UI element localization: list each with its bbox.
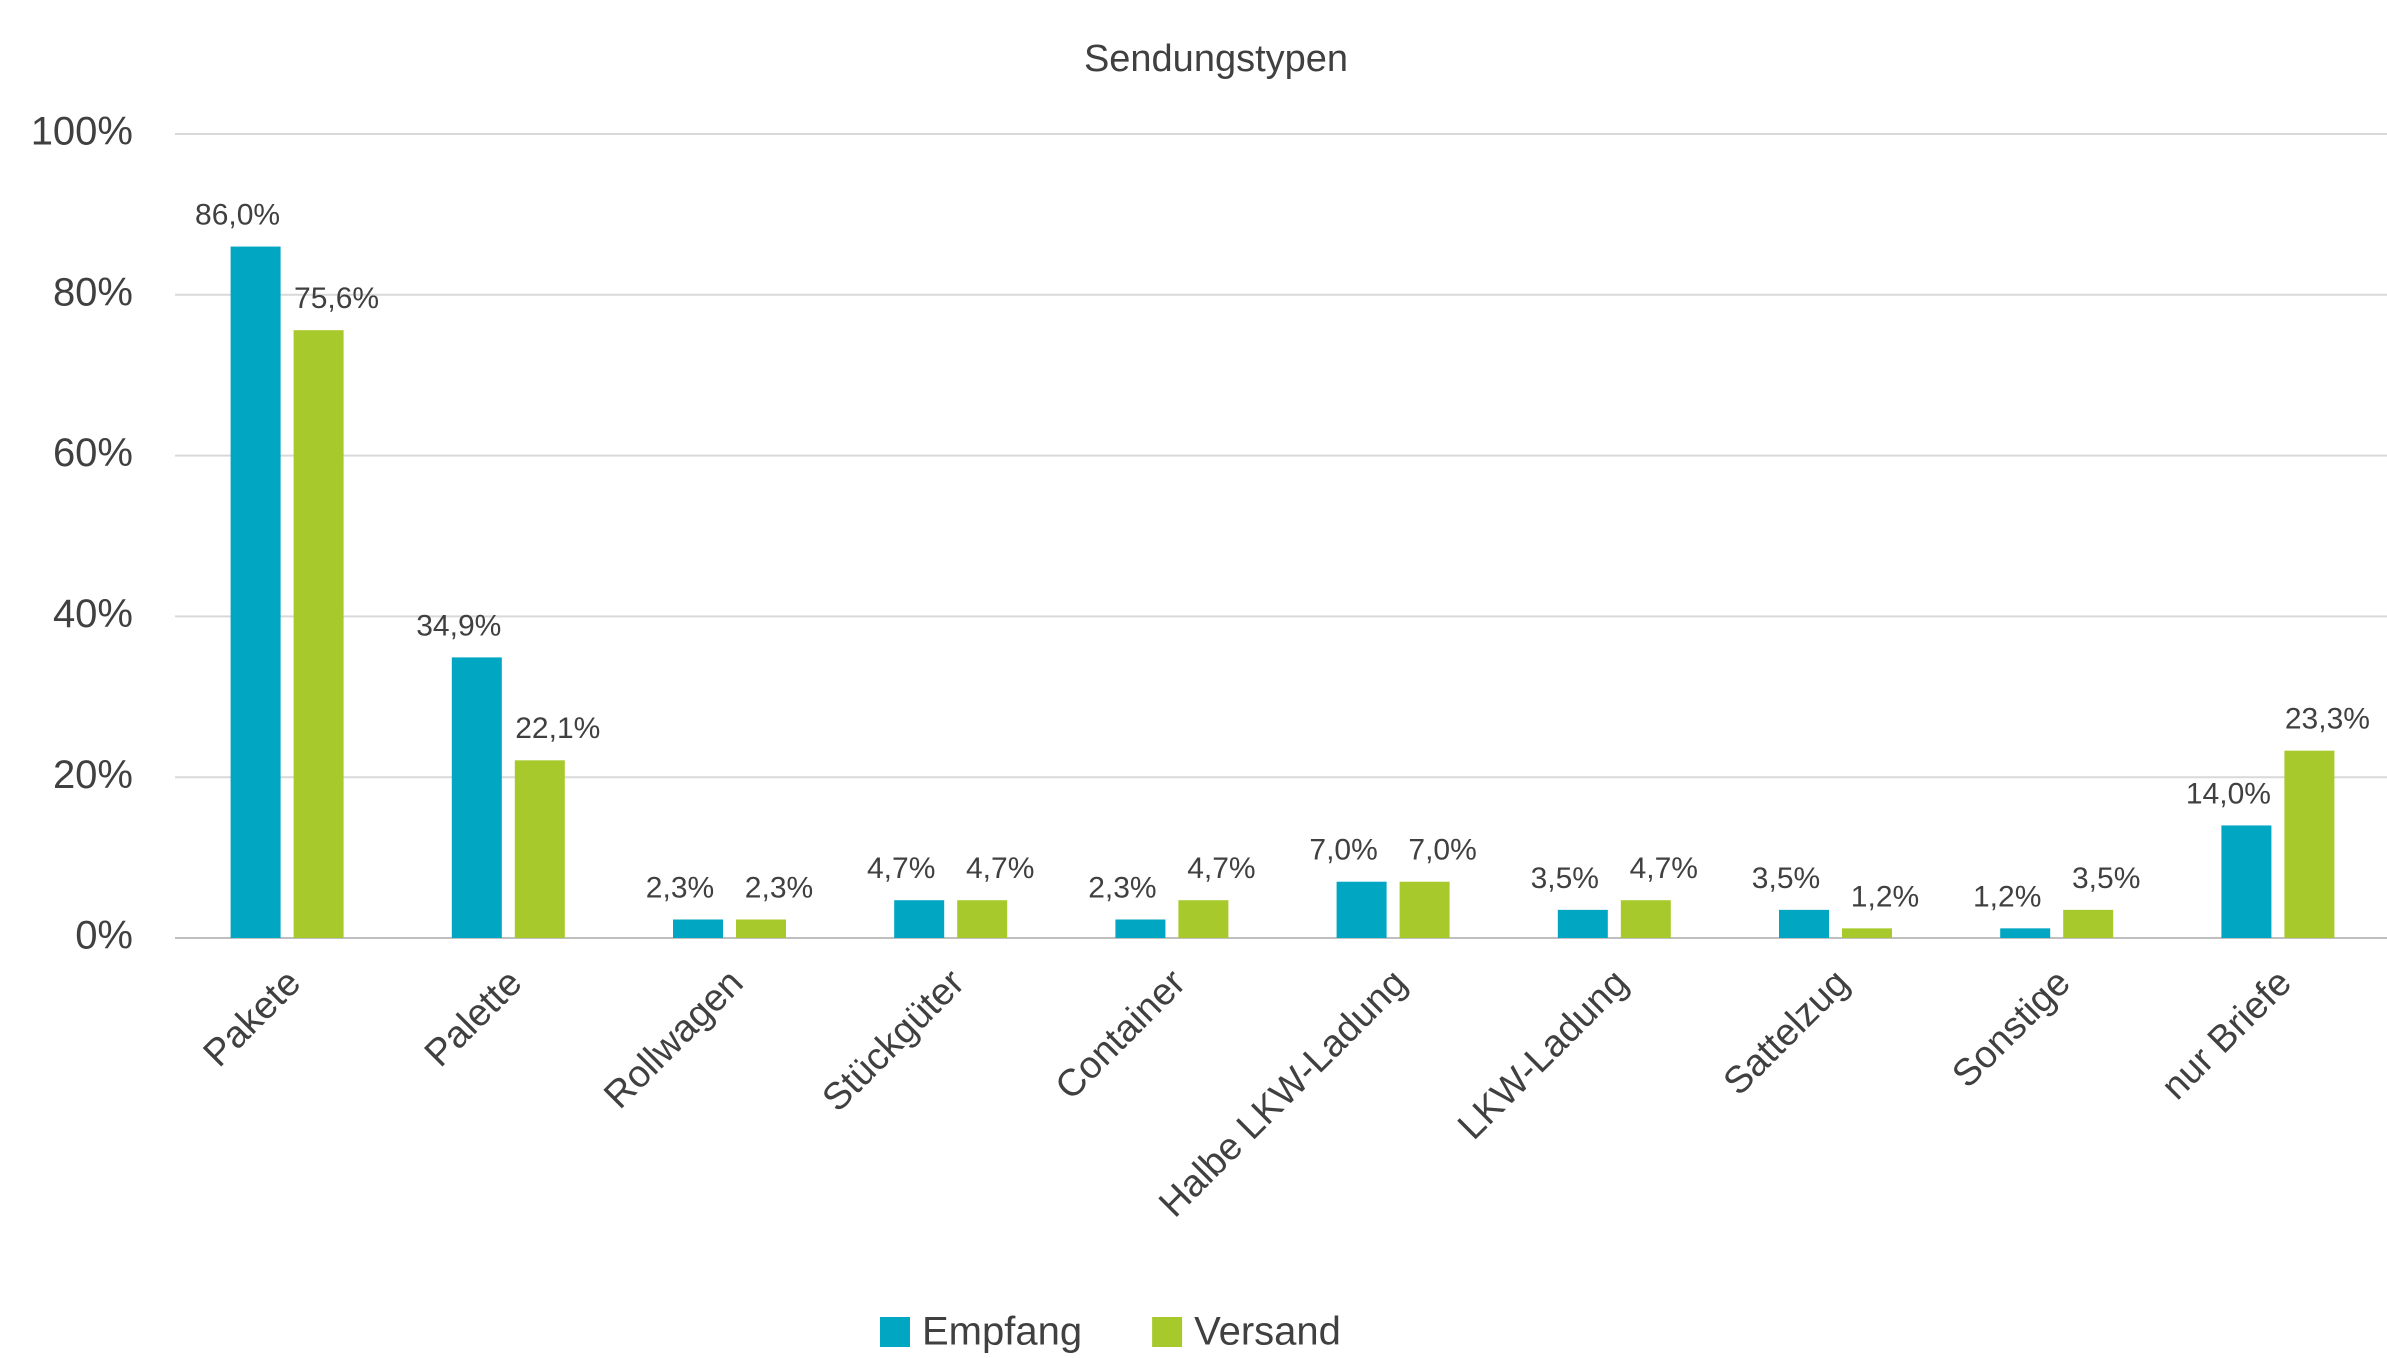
bar: [894, 900, 945, 938]
bar: [230, 246, 281, 938]
y-tick-label: 0%: [75, 914, 133, 958]
y-tick-label: 80%: [53, 270, 133, 314]
y-tick-label: 100%: [31, 110, 133, 154]
x-tick-label: LKW-Ladung: [1450, 962, 1636, 1148]
bar: [1779, 909, 1829, 938]
x-tick-label: Sattelzug: [1716, 962, 1858, 1104]
data-label: 2,3%: [1088, 871, 1156, 904]
data-label: 4,7%: [1630, 852, 1698, 885]
data-label: 22,1%: [515, 712, 600, 745]
bar: [2000, 928, 2051, 938]
data-label: 3,5%: [1531, 862, 1599, 895]
data-label: 34,9%: [416, 609, 501, 642]
bar: [2284, 750, 2335, 938]
data-label: 75,6%: [294, 282, 379, 315]
data-label: 23,3%: [2285, 703, 2370, 736]
x-tick-label: Sonstige: [1944, 962, 2078, 1096]
data-label: 1,2%: [1973, 880, 2041, 913]
data-label: 86,0%: [195, 198, 280, 231]
bar: [2063, 909, 2114, 938]
bar: [1399, 881, 1450, 938]
data-label: 14,0%: [2186, 777, 2271, 810]
y-tick-label: 40%: [53, 592, 133, 636]
x-tick-label: nur Briefe: [2154, 962, 2300, 1108]
bar: [1842, 928, 1892, 938]
bar: [1115, 919, 1166, 938]
data-label: 4,7%: [867, 852, 935, 885]
data-label: 1,2%: [1851, 880, 1919, 913]
chart-title: Sendungstypen: [1084, 38, 1348, 80]
x-tick-label: Container: [1048, 962, 1194, 1108]
x-tick-label: Palette: [417, 962, 530, 1075]
data-label: 2,3%: [646, 871, 714, 904]
x-tick-label: Rollwagen: [596, 962, 751, 1117]
data-label: 7,0%: [1408, 834, 1476, 867]
bar: [1557, 909, 1608, 938]
data-label: 4,7%: [966, 852, 1034, 885]
y-tick-label: 60%: [53, 431, 133, 475]
data-label: 2,3%: [745, 871, 813, 904]
legend-label: Versand: [1194, 1310, 1341, 1354]
data-label: 3,5%: [1752, 862, 1820, 895]
data-label: 3,5%: [2072, 862, 2140, 895]
data-label: 7,0%: [1309, 834, 1377, 867]
x-tick-label: Stückgüter: [815, 962, 973, 1120]
bar: [2221, 825, 2272, 938]
bar: [1620, 900, 1671, 938]
bar: [736, 919, 786, 938]
bar: [293, 330, 344, 938]
x-tick-label: Halbe LKW-Ladung: [1151, 962, 1415, 1226]
legend-swatch: [1152, 1317, 1183, 1347]
y-tick-label: 20%: [53, 753, 133, 797]
legend-swatch: [880, 1317, 910, 1347]
data-label: 4,7%: [1187, 852, 1255, 885]
bar: [1178, 900, 1229, 938]
legend-label: Empfang: [922, 1310, 1082, 1354]
bar: [514, 760, 565, 938]
bar: [673, 919, 723, 938]
bar: [451, 657, 502, 938]
x-tick-label: Pakete: [196, 962, 309, 1075]
bar: [1336, 881, 1387, 938]
bar: [957, 900, 1008, 938]
